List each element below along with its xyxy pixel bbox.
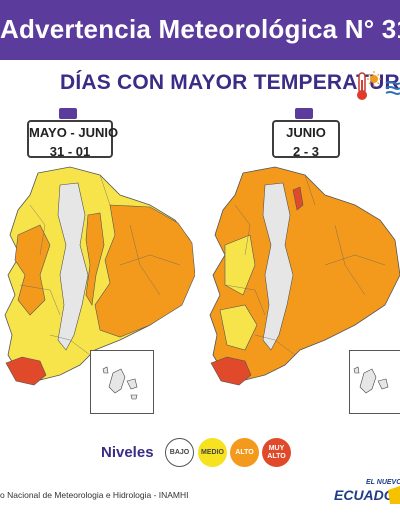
period-days: 2 - 3 bbox=[292, 144, 319, 159]
section-subtitle: DÍAS CON MAYOR TEMPERATURA bbox=[60, 71, 400, 94]
heat-waves-icon bbox=[385, 81, 400, 95]
calendar-tab-icon bbox=[59, 108, 77, 120]
map-region-muyalto bbox=[210, 356, 252, 386]
svg-text:EL NUEVO: EL NUEVO bbox=[366, 479, 400, 486]
legend-label: Niveles bbox=[101, 444, 154, 461]
period-month: MAYO - JUNIO bbox=[29, 125, 119, 140]
galapagos-inset-right bbox=[349, 350, 400, 414]
level-medio: MEDIO bbox=[198, 438, 227, 467]
map-region-alto-central bbox=[85, 212, 105, 306]
level-bajo: BAJO bbox=[165, 438, 194, 467]
date-card-right: JUNIO 2 - 3 bbox=[272, 120, 340, 159]
map-region-medio bbox=[209, 166, 400, 381]
calendar-tab-icon bbox=[295, 108, 313, 120]
map-region-medio-patch bbox=[224, 234, 256, 296]
map-region-alto-east bbox=[94, 204, 195, 338]
svg-text:ECUADOR: ECUADOR bbox=[334, 487, 400, 503]
period-month: JUNIO bbox=[286, 125, 326, 140]
ecuador-temperature-map-right bbox=[205, 165, 400, 415]
level-muy-alto: MUY ALTO bbox=[262, 438, 291, 467]
map-region-muyalto-north bbox=[292, 186, 304, 211]
map-region-bajo-andes bbox=[57, 182, 89, 351]
map-region-medio-coast bbox=[219, 304, 258, 351]
galapagos-inset-left bbox=[90, 350, 154, 414]
period-days: 31 - 01 bbox=[49, 144, 91, 159]
level-alto: ALTO bbox=[230, 438, 259, 467]
header-banner: Advertencia Meteorológica N° 31 bbox=[0, 0, 400, 60]
date-card-left: MAYO - JUNIO 31 - 01 bbox=[27, 120, 119, 159]
ecuador-logo: EL NUEVO ECUADOR bbox=[334, 479, 400, 504]
page-title: Advertencia Meteorológica N° 31 bbox=[0, 14, 400, 44]
map-region-bajo-andes bbox=[262, 182, 294, 351]
thermometer-sun-icon bbox=[357, 71, 381, 100]
ecuador-temperature-map-left bbox=[0, 165, 195, 415]
footer-institution: o Nacional de Meteorologia e Hidrologia … bbox=[0, 490, 189, 500]
map-region-muyalto bbox=[5, 356, 47, 386]
